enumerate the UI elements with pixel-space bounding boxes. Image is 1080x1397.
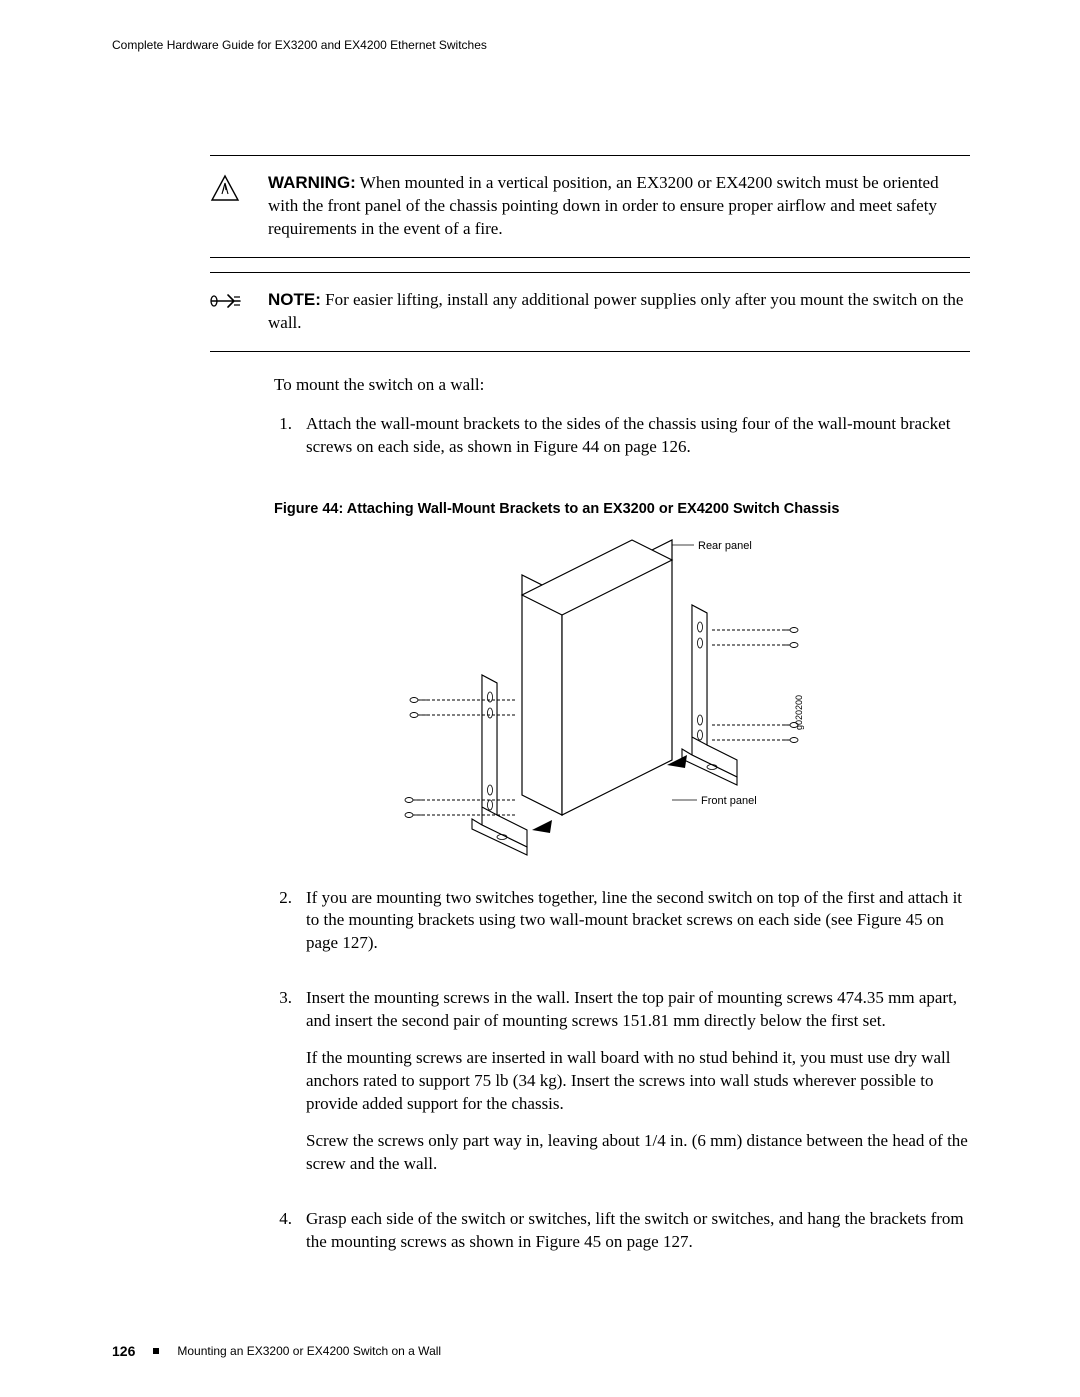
warning-body: WARNING: When mounted in a vertical posi… — [268, 172, 970, 241]
step-2: 2. If you are mounting two switches toge… — [274, 887, 970, 970]
step-1: 1. Attach the wall-mount brackets to the… — [274, 413, 970, 473]
figure-svg: Rear panel Front panel g020200 — [372, 535, 872, 865]
note-callout: NOTE: For easier lifting, install any ad… — [210, 273, 970, 351]
page-footer: 126 Mounting an EX3200 or EX4200 Switch … — [112, 1343, 441, 1359]
running-title: Complete Hardware Guide for EX3200 and E… — [112, 38, 487, 52]
step-num: 2. — [274, 887, 292, 970]
note-icon — [210, 291, 240, 319]
step-text: Attach the wall-mount brackets to the si… — [306, 413, 970, 473]
step-num: 4. — [274, 1208, 292, 1268]
page-content: WARNING: When mounted in a vertical posi… — [210, 155, 970, 1286]
footer-section-title: Mounting an EX3200 or EX4200 Switch on a… — [177, 1344, 441, 1358]
note-body: NOTE: For easier lifting, install any ad… — [268, 289, 970, 335]
step-4: 4. Grasp each side of the switch or swit… — [274, 1208, 970, 1268]
step-num: 1. — [274, 413, 292, 473]
step-num: 3. — [274, 987, 292, 1190]
label-rear: Rear panel — [698, 540, 752, 552]
footer-square-icon — [153, 1348, 159, 1354]
figure-id: g020200 — [794, 694, 804, 729]
warning-text: When mounted in a vertical position, an … — [268, 173, 939, 238]
note-label: NOTE: — [268, 290, 321, 309]
step-list: 1. Attach the wall-mount brackets to the… — [274, 413, 970, 473]
running-header: Complete Hardware Guide for EX3200 and E… — [112, 38, 487, 52]
label-front: Front panel — [701, 795, 757, 807]
page-number: 126 — [112, 1343, 135, 1359]
warning-label: WARNING: — [268, 173, 356, 192]
intro-text: To mount the switch on a wall: — [274, 374, 970, 397]
step-text: If you are mounting two switches togethe… — [306, 887, 970, 970]
step-3: 3. Insert the mounting screws in the wal… — [274, 987, 970, 1190]
step-text: Grasp each side of the switch or switche… — [306, 1208, 970, 1268]
step-text: Insert the mounting screws in the wall. … — [306, 987, 970, 1190]
figure-44: Rear panel Front panel g020200 — [274, 535, 970, 865]
step-list-cont: 2. If you are mounting two switches toge… — [274, 887, 970, 1268]
warning-callout: WARNING: When mounted in a vertical posi… — [210, 156, 970, 257]
figure-caption: Figure 44: Attaching Wall-Mount Brackets… — [274, 501, 970, 517]
warning-icon — [210, 174, 240, 202]
note-text: For easier lifting, install any addition… — [268, 290, 963, 332]
